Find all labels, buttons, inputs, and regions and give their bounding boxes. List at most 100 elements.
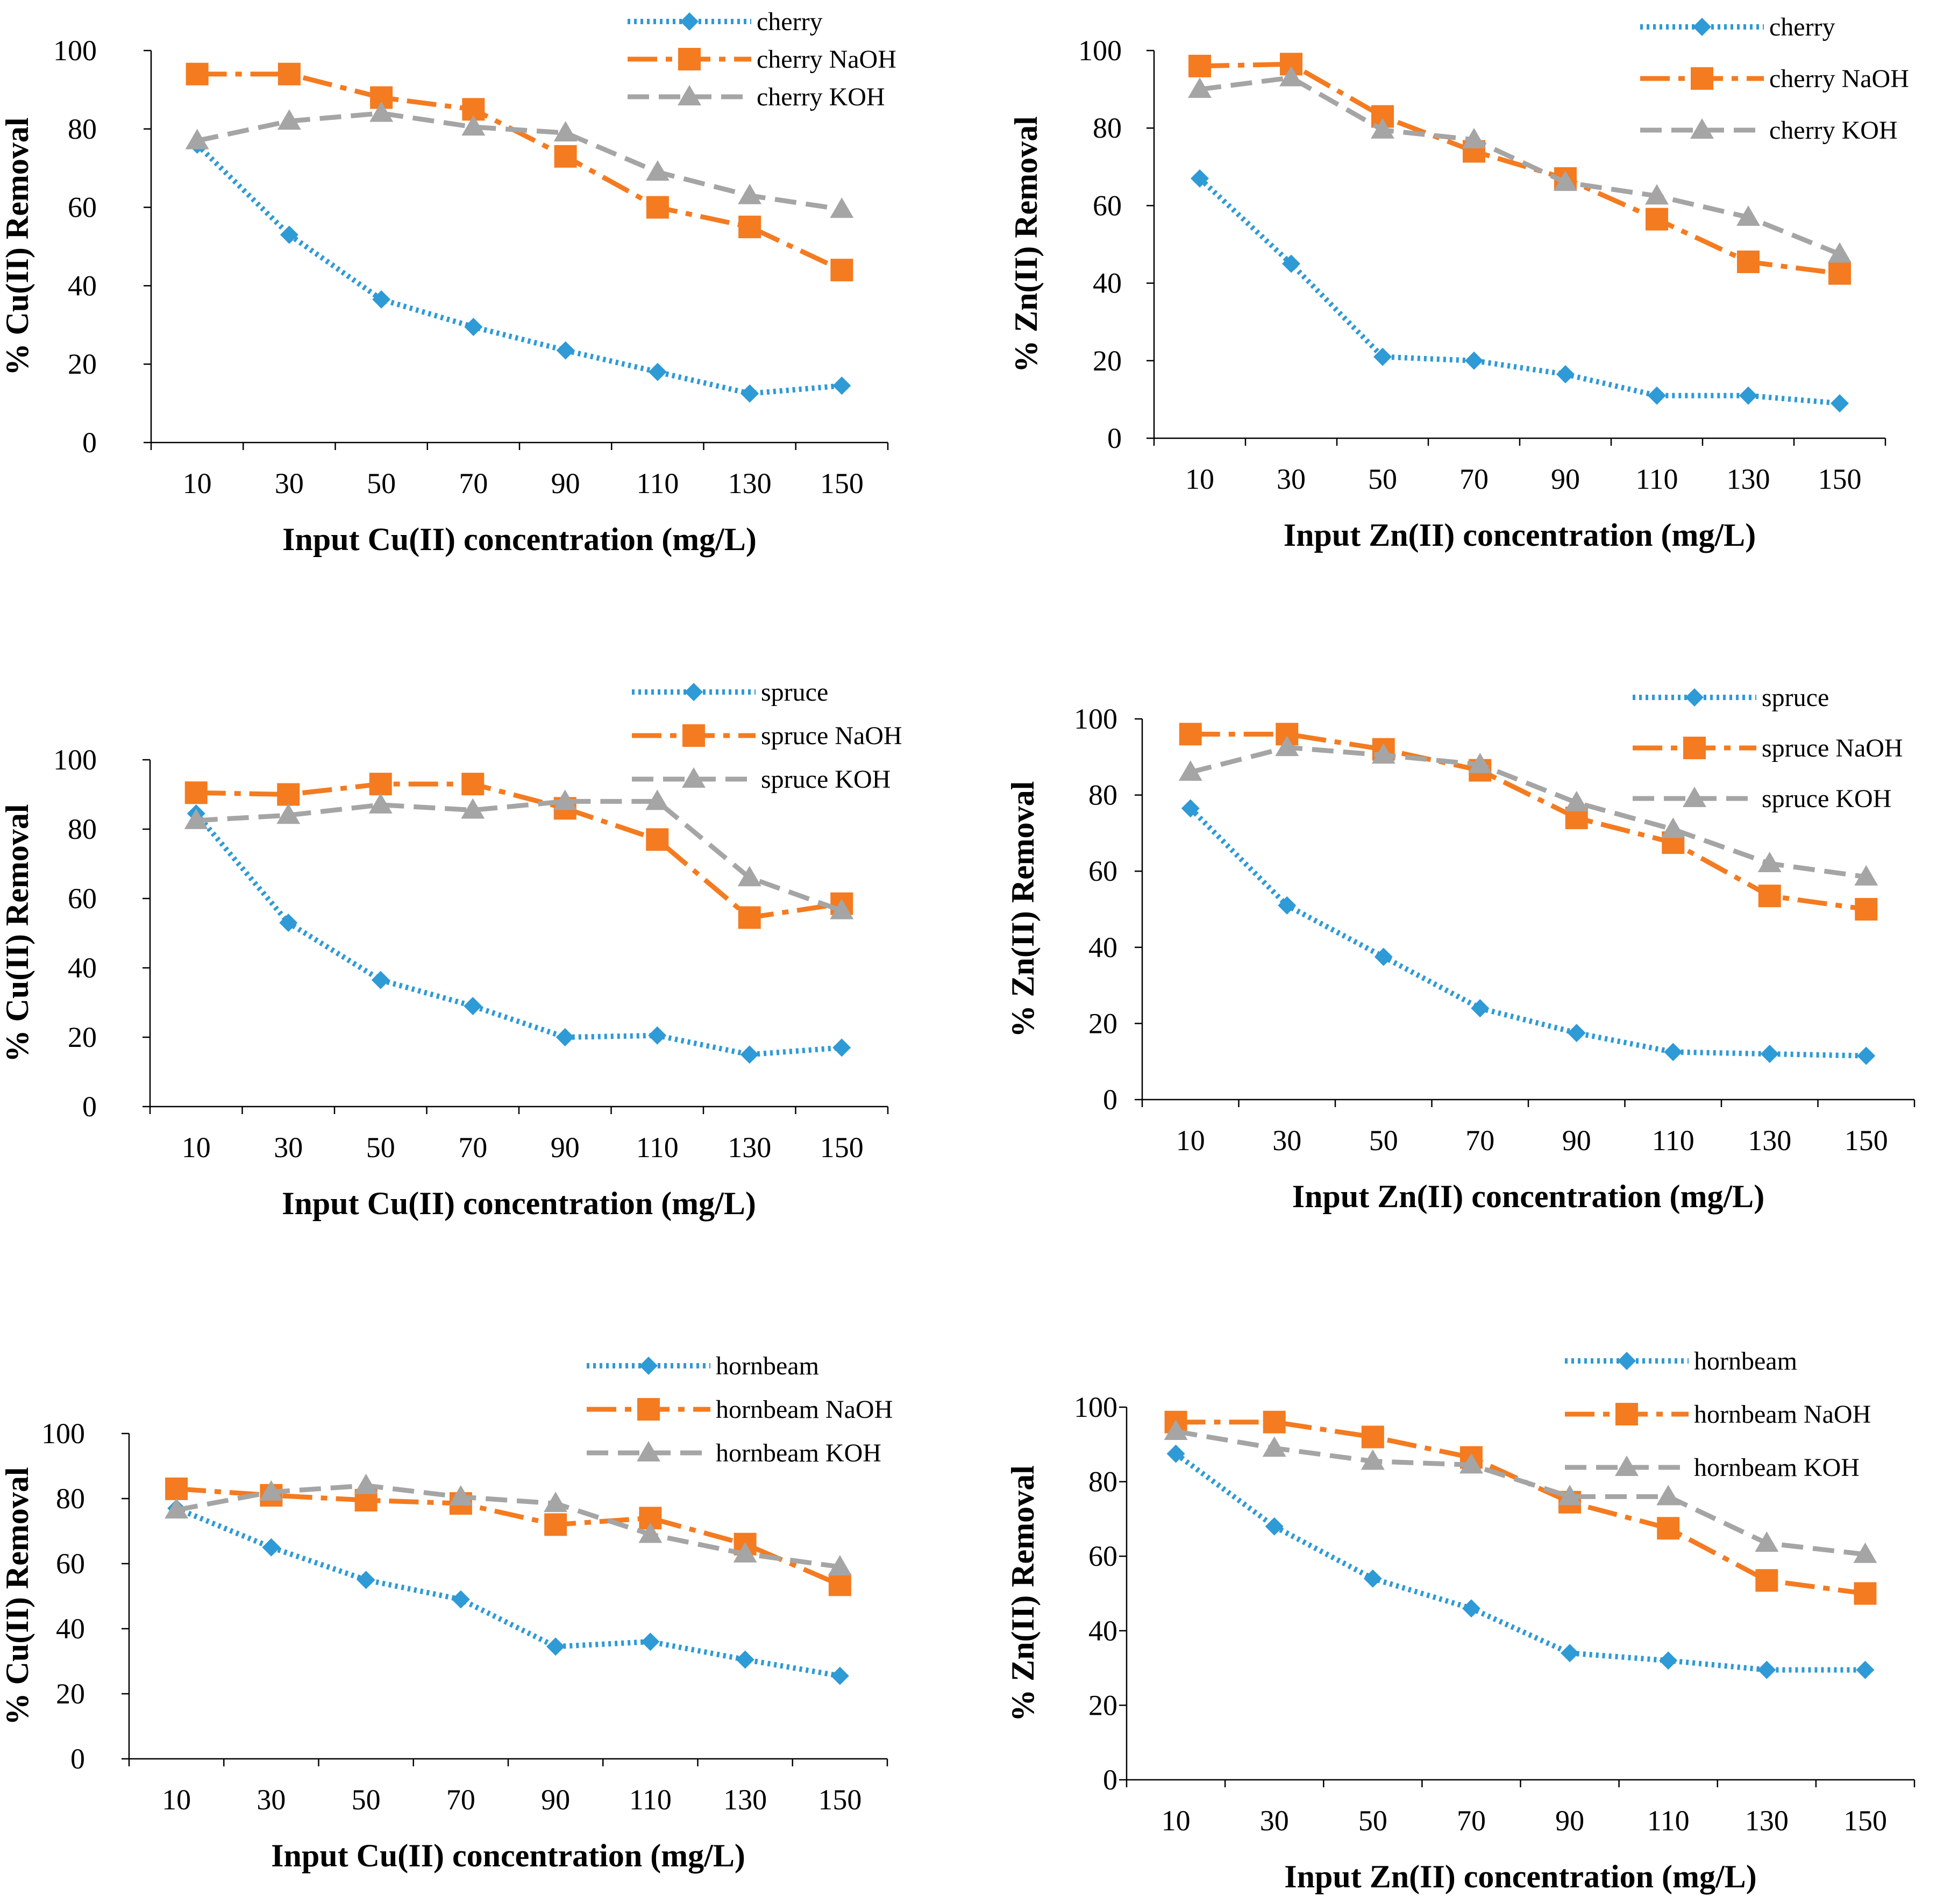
y-tick-label: 80 <box>1088 1466 1117 1498</box>
x-tick-label: 110 <box>636 467 679 500</box>
x-tick-label: 130 <box>1745 1805 1789 1837</box>
x-tick-label: 50 <box>366 1131 395 1164</box>
x-tick-label: 110 <box>1647 1805 1690 1837</box>
legend: spruce spruce NaOH spruce KOH <box>632 678 902 794</box>
y-tick-label: 40 <box>56 1613 85 1645</box>
legend-label: spruce <box>761 678 828 707</box>
legend-swatch-marker <box>1690 118 1714 139</box>
x-tick-label: 50 <box>367 467 396 500</box>
data-point <box>641 1632 660 1651</box>
data-point <box>451 1590 470 1609</box>
data-point <box>371 971 390 989</box>
x-tick-label: 50 <box>1368 463 1397 495</box>
series-hornbeam-koh <box>165 1473 852 1576</box>
legend-item: cherry <box>1640 13 1835 41</box>
y-tick-label: 20 <box>1088 1007 1117 1039</box>
chart-2: 0 20 40 60 80 100 10 30 50 70 90 110 130 150 Input Zn(… <box>1008 13 1909 553</box>
series-cherry <box>188 135 851 403</box>
x-tick-label: 30 <box>1260 1805 1289 1837</box>
series-cherry <box>1191 169 1849 413</box>
x-tick-label: 70 <box>1465 1124 1494 1157</box>
y-tick-label: 20 <box>1093 345 1122 377</box>
data-point <box>1275 736 1299 757</box>
data-point <box>832 1038 851 1057</box>
data-point <box>276 803 301 824</box>
data-point <box>645 789 670 810</box>
chart-3: 0 20 40 60 80 100 10 30 50 70 90 110 130 150 Input Cu(… <box>0 678 902 1221</box>
data-point <box>553 121 578 142</box>
legend-label: spruce KOH <box>1762 785 1891 813</box>
data-point <box>1757 852 1782 873</box>
legend-item: hornbeam KOH <box>1565 1453 1860 1482</box>
data-point <box>354 1473 378 1494</box>
y-tick-label: 20 <box>68 348 97 380</box>
x-tick-label: 90 <box>541 1784 570 1816</box>
legend-item: cherry NaOH <box>1640 65 1909 93</box>
legend-swatch-marker <box>678 85 701 105</box>
legend-swatch-marker <box>1615 1456 1639 1476</box>
series-line <box>196 111 843 212</box>
x-tick-label: 50 <box>352 1784 381 1816</box>
data-point <box>1363 1569 1382 1588</box>
x-tick-label: 130 <box>728 1131 771 1164</box>
data-point <box>1857 1046 1876 1065</box>
legend-item: spruce <box>1633 683 1829 712</box>
data-point <box>1181 799 1200 818</box>
series-hornbeam <box>167 1499 849 1685</box>
x-tick-label: 110 <box>1636 463 1678 495</box>
legend: cherry cherry NaOH cherry KOH <box>1640 13 1909 145</box>
data-point <box>648 1026 667 1045</box>
data-point <box>165 1477 188 1500</box>
x-tick-label: 10 <box>162 1784 191 1816</box>
data-point <box>461 115 486 136</box>
data-point <box>1854 865 1878 886</box>
data-point <box>277 783 300 806</box>
y-axis-title: % Zn(II) Removal <box>1005 1465 1041 1722</box>
y-tick-label: 0 <box>82 426 97 459</box>
data-point <box>738 216 761 239</box>
data-point <box>461 773 485 796</box>
y-tick-label: 80 <box>68 113 97 145</box>
series-line <box>1199 75 1841 256</box>
legend-label: hornbeam <box>716 1352 819 1380</box>
legend-label: hornbeam <box>1694 1347 1797 1375</box>
data-point <box>733 1542 757 1563</box>
series-line <box>176 1486 841 1587</box>
legend-label: spruce NaOH <box>1762 734 1903 762</box>
legend-swatch-marker <box>682 724 705 747</box>
data-point <box>645 160 670 181</box>
data-point <box>737 866 761 887</box>
legend-swatch-marker <box>680 12 699 31</box>
data-point <box>1459 1453 1483 1474</box>
data-point <box>464 996 482 1015</box>
data-point <box>1758 885 1781 908</box>
series-cherry-koh <box>1188 66 1852 263</box>
y-axis-title: % Zn(II) Removal <box>1005 781 1041 1038</box>
x-tick-label: 110 <box>636 1131 679 1164</box>
data-point <box>357 1571 375 1589</box>
data-point <box>1855 898 1878 921</box>
x-tick-label: 90 <box>551 467 580 500</box>
data-point <box>1657 1517 1680 1540</box>
data-point <box>1265 1517 1284 1536</box>
data-point <box>1361 1425 1384 1449</box>
data-point <box>1828 262 1851 285</box>
data-point <box>1659 1651 1678 1670</box>
data-point <box>1828 242 1852 263</box>
y-tick-label: 100 <box>41 1417 85 1450</box>
legend-swatch-marker <box>1618 1352 1636 1370</box>
data-point <box>277 109 301 130</box>
y-axis-title: % Zn(II) Removal <box>1008 116 1044 373</box>
legend-label: cherry KOH <box>1769 116 1898 145</box>
data-point <box>279 914 298 932</box>
legend-item: spruce NaOH <box>1633 734 1903 762</box>
x-tick-label: 10 <box>1185 463 1214 495</box>
x-tick-label: 150 <box>820 467 864 500</box>
x-tick-label: 90 <box>1555 1805 1584 1837</box>
legend-label: hornbeam NaOH <box>1694 1400 1871 1429</box>
data-point <box>1554 170 1577 191</box>
x-tick-label: 30 <box>1272 1124 1301 1157</box>
x-tick-label: 10 <box>182 1131 211 1164</box>
x-tick-label: 150 <box>1845 1124 1888 1157</box>
legend-item: cherry <box>628 8 823 36</box>
